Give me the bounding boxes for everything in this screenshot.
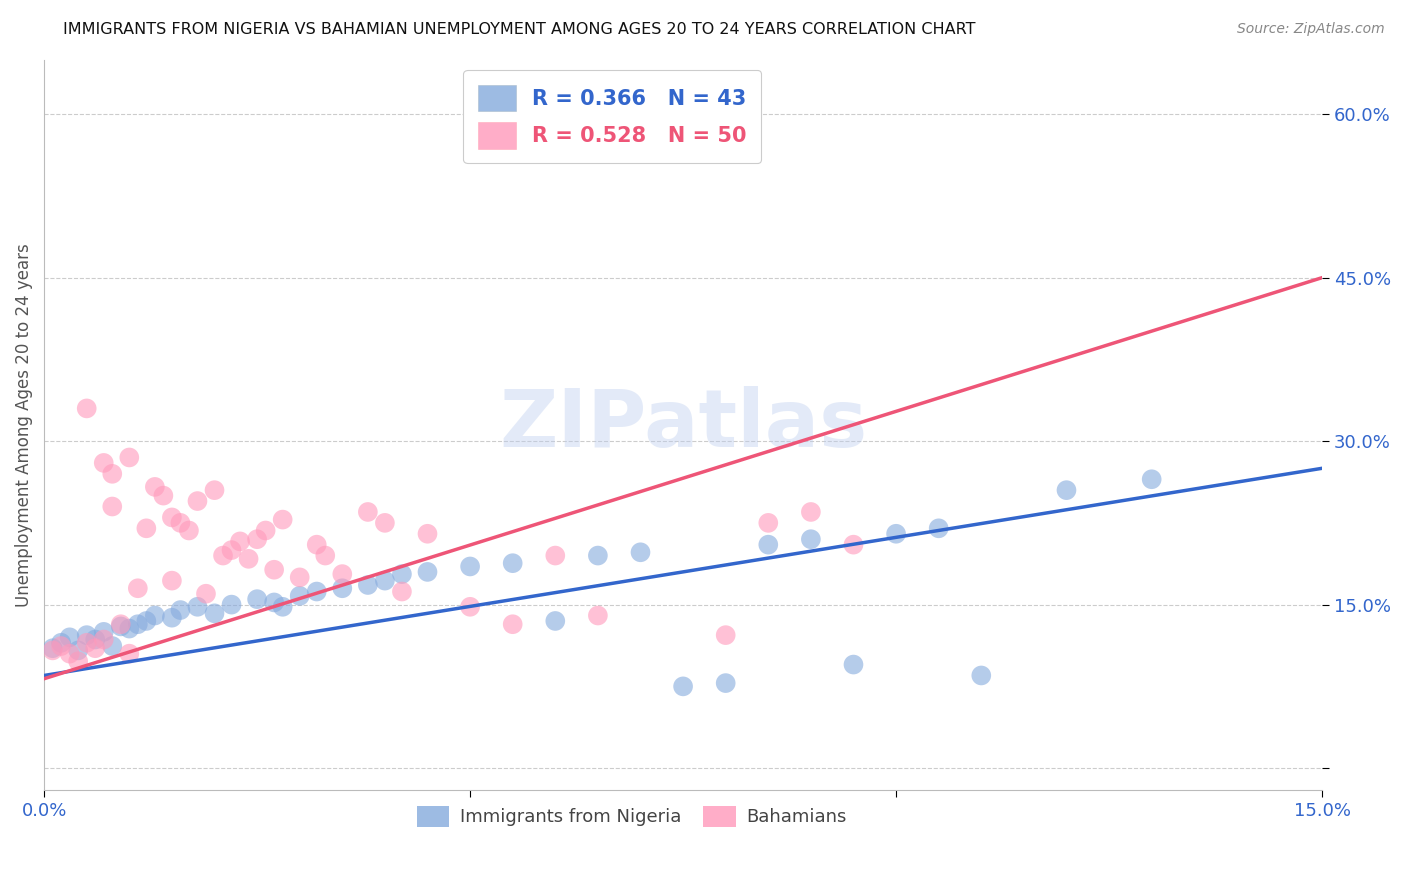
Point [160,510,183,524]
Point [143,608,166,623]
Point [41,641,63,656]
Point [118,450,141,465]
Point [842,538,865,552]
Point [271,512,294,526]
Point [330,567,353,582]
Point [169,516,191,530]
Point [186,494,208,508]
Point [76,628,98,642]
Text: ZIPatlas: ZIPatlas [499,385,868,464]
Point [93,632,115,647]
Point [586,608,609,623]
Text: IMMIGRANTS FROM NIGERIA VS BAHAMIAN UNEMPLOYMENT AMONG AGES 20 TO 24 YEARS CORRE: IMMIGRANTS FROM NIGERIA VS BAHAMIAN UNEM… [63,22,976,37]
Point [458,559,481,574]
Point [800,505,823,519]
Point [127,617,149,632]
Point [41,643,63,657]
Point [458,599,481,614]
Point [169,603,191,617]
Point [76,401,98,416]
Point [374,574,396,588]
Point [544,549,567,563]
Point [221,543,243,558]
Point [416,565,439,579]
Point [756,538,779,552]
Point [204,607,226,621]
Point [1140,472,1163,486]
Point [271,599,294,614]
Point [118,622,141,636]
Point [204,483,226,498]
Point [756,516,779,530]
Point [118,647,141,661]
Point [263,563,285,577]
Point [101,500,124,514]
Point [305,584,328,599]
Point [229,534,252,549]
Point [254,524,277,538]
Point [1056,483,1078,498]
Point [59,647,82,661]
Point [49,639,72,653]
Point [714,628,737,642]
Point [49,636,72,650]
Point [152,489,174,503]
Legend: Immigrants from Nigeria, Bahamians: Immigrants from Nigeria, Bahamians [408,797,856,836]
Point [135,614,157,628]
Point [67,654,90,668]
Point [416,526,439,541]
Point [672,679,695,693]
Point [305,538,328,552]
Point [246,532,269,546]
Point [502,617,524,632]
Point [842,657,865,672]
Point [76,636,98,650]
Point [93,456,115,470]
Point [246,592,269,607]
Point [195,587,218,601]
Point [212,549,235,563]
Point [238,551,260,566]
Point [800,532,823,546]
Point [970,668,993,682]
Y-axis label: Unemployment Among Ages 20 to 24 years: Unemployment Among Ages 20 to 24 years [15,243,32,607]
Point [93,624,115,639]
Point [374,516,396,530]
Point [101,467,124,481]
Point [143,480,166,494]
Point [586,549,609,563]
Point [630,545,652,559]
Point [160,574,183,588]
Point [110,619,132,633]
Point [186,599,208,614]
Point [84,632,107,647]
Point [502,556,524,570]
Point [127,581,149,595]
Point [110,617,132,632]
Point [288,589,311,603]
Point [391,584,413,599]
Point [314,549,336,563]
Point [101,639,124,653]
Point [160,610,183,624]
Point [67,643,90,657]
Point [544,614,567,628]
Text: Source: ZipAtlas.com: Source: ZipAtlas.com [1237,22,1385,37]
Point [263,595,285,609]
Point [714,676,737,690]
Point [357,578,380,592]
Point [928,521,950,535]
Point [391,567,413,582]
Point [288,570,311,584]
Point [135,521,157,535]
Point [357,505,380,519]
Point [59,630,82,644]
Point [884,526,907,541]
Point [221,598,243,612]
Point [177,524,200,538]
Point [330,581,353,595]
Point [672,131,695,145]
Point [84,641,107,656]
